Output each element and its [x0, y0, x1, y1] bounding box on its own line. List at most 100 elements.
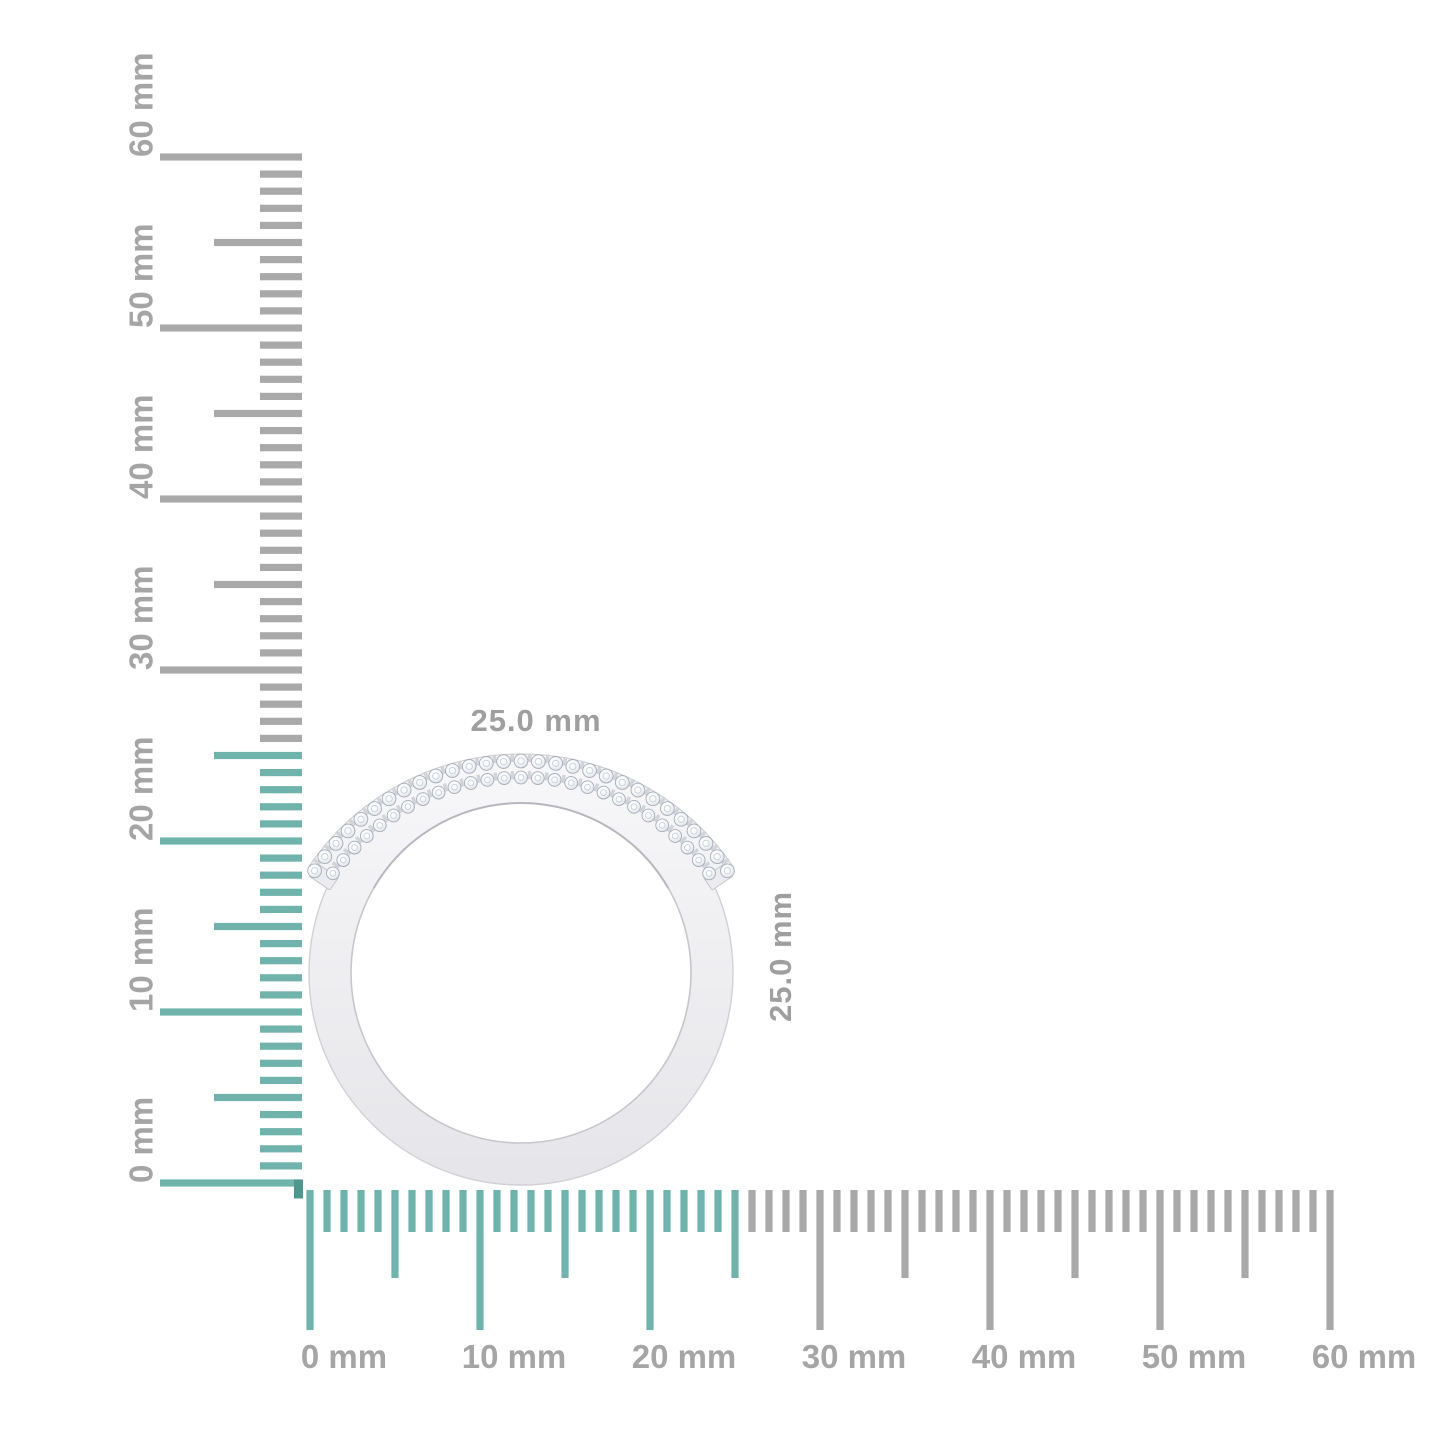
prong: [354, 835, 363, 844]
prong: [593, 783, 600, 792]
diamond-stone-table: [684, 844, 691, 851]
bottom-ruler-label: 30 mm: [802, 1338, 907, 1375]
bottom-ruler-tick: [765, 1190, 773, 1232]
diamond-stone: [698, 836, 714, 851]
left-ruler-tick: [260, 204, 302, 212]
diamond-stone-table: [634, 786, 642, 794]
diamond-stone: [691, 853, 706, 867]
bottom-ruler-tick: [850, 1190, 858, 1232]
bottom-ruler-tick: [1037, 1190, 1045, 1232]
left-ruler-tick: [260, 1111, 302, 1119]
diamond-stone-girdle: [386, 808, 401, 823]
bottom-ruler-label: 0 mm: [301, 1338, 387, 1375]
bottom-ruler-label: 20 mm: [632, 1338, 737, 1375]
left-ruler-tick: [214, 409, 302, 418]
bottom-ruler-tick: [714, 1190, 722, 1232]
left-ruler-tick: [260, 700, 302, 708]
prong: [609, 789, 616, 798]
bottom-ruler-tick: [1207, 1190, 1215, 1232]
diamond-stone: [547, 773, 562, 787]
diamond-stone: [513, 753, 529, 769]
width-dimension-label: 25.0 mm: [470, 703, 601, 738]
bottom-ruler-tick: [1173, 1190, 1181, 1232]
diamond-stone: [326, 866, 340, 881]
prong: [367, 824, 376, 833]
prong: [342, 848, 352, 856]
bottom-ruler-tick: [612, 1190, 620, 1232]
left-ruler-labels: 0 mm 10 mm 20 mm 30 mm 40 mm 50 mm 60 mm: [123, 52, 160, 1183]
left-ruler-tick: [260, 273, 302, 281]
diamond-stone: [612, 792, 626, 807]
left-ruler-tick: [260, 375, 302, 383]
diamond-stone-girdle: [478, 756, 494, 771]
diamond-stone-table: [416, 778, 424, 787]
diamond-stone-girdle: [463, 776, 478, 790]
diamond-stone-table: [649, 795, 657, 803]
bottom-ruler-labels: 0 mm 10 mm 20 mm 30 mm 40 mm 50 mm 60 mm: [301, 1338, 1416, 1375]
diamond-stone-table: [432, 772, 440, 780]
diamond-stone-girdle: [401, 799, 415, 814]
left-ruler-tick: [260, 905, 302, 913]
left-ruler-tick: [260, 392, 302, 400]
ring-outer-edge: [308, 873, 734, 1186]
prong: [720, 857, 730, 866]
prong: [439, 765, 447, 775]
prong: [658, 796, 667, 806]
bottom-ruler-tick: [544, 1190, 552, 1232]
diamond-stone-girdle: [680, 840, 695, 855]
prong: [391, 786, 399, 796]
diamond-stone-girdle: [660, 801, 675, 816]
left-ruler-tick: [260, 1076, 302, 1084]
ring-diamond-stones: [307, 753, 735, 881]
diamond-stone-table: [690, 827, 698, 835]
diamond-stone: [401, 799, 415, 814]
bottom-ruler-tick: [527, 1190, 535, 1232]
diamond-stone: [565, 759, 581, 774]
left-ruler-tick: [214, 751, 302, 760]
diamond-stone-table: [552, 759, 560, 768]
left-ruler-tick: [260, 221, 302, 229]
left-ruler-tick: [260, 307, 302, 315]
diamond-stone: [497, 771, 512, 785]
ruler-corner-mark: [294, 1179, 303, 1199]
diamond-stone: [680, 840, 695, 855]
left-ruler-tick: [260, 461, 302, 469]
diamond-stone: [347, 840, 362, 855]
diamond-stone-table: [451, 783, 458, 791]
diamond-stone: [445, 763, 460, 778]
diamond-stone-table: [600, 789, 607, 796]
left-ruler-tick: [160, 1179, 302, 1187]
prong: [331, 861, 341, 869]
left-ruler-tick: [260, 769, 302, 777]
diamond-stone-girdle: [668, 829, 683, 843]
left-ruler-tick: [260, 598, 302, 606]
diamond-stone-table: [310, 867, 319, 875]
bottom-ruler-tick: [1292, 1190, 1300, 1232]
diamond-stone-table: [332, 839, 340, 848]
diamond-stone: [328, 836, 344, 851]
prong: [510, 771, 515, 780]
diamond-stone-girdle: [328, 836, 344, 851]
diamond-stone-table: [534, 757, 543, 766]
left-ruler-label: 30 mm: [123, 565, 160, 670]
left-ruler-tick: [260, 1042, 302, 1050]
diamond-stone-girdle: [396, 782, 412, 798]
bottom-ruler-tick: [1190, 1190, 1198, 1232]
bottom-ruler-tick: [1275, 1190, 1283, 1232]
bottom-ruler-tick: [493, 1190, 501, 1232]
diamond-stone-girdle: [673, 811, 689, 827]
diamond-stone-table: [567, 779, 575, 787]
diamond-stone-table: [484, 776, 491, 784]
height-dimension-label: 25.0 mm: [763, 891, 798, 1022]
diamond-stone: [480, 773, 495, 787]
left-ruler-tick: [260, 854, 302, 862]
diamond-stone-table: [351, 844, 358, 851]
diamond-stone-table: [370, 804, 379, 813]
prong: [527, 771, 532, 780]
left-ruler-label: 10 mm: [123, 907, 160, 1012]
prong: [406, 778, 414, 788]
diamond-stone-girdle: [614, 775, 630, 790]
bottom-ruler-tick: [901, 1190, 909, 1278]
prong: [442, 783, 449, 792]
left-ruler-tick: [260, 940, 302, 948]
